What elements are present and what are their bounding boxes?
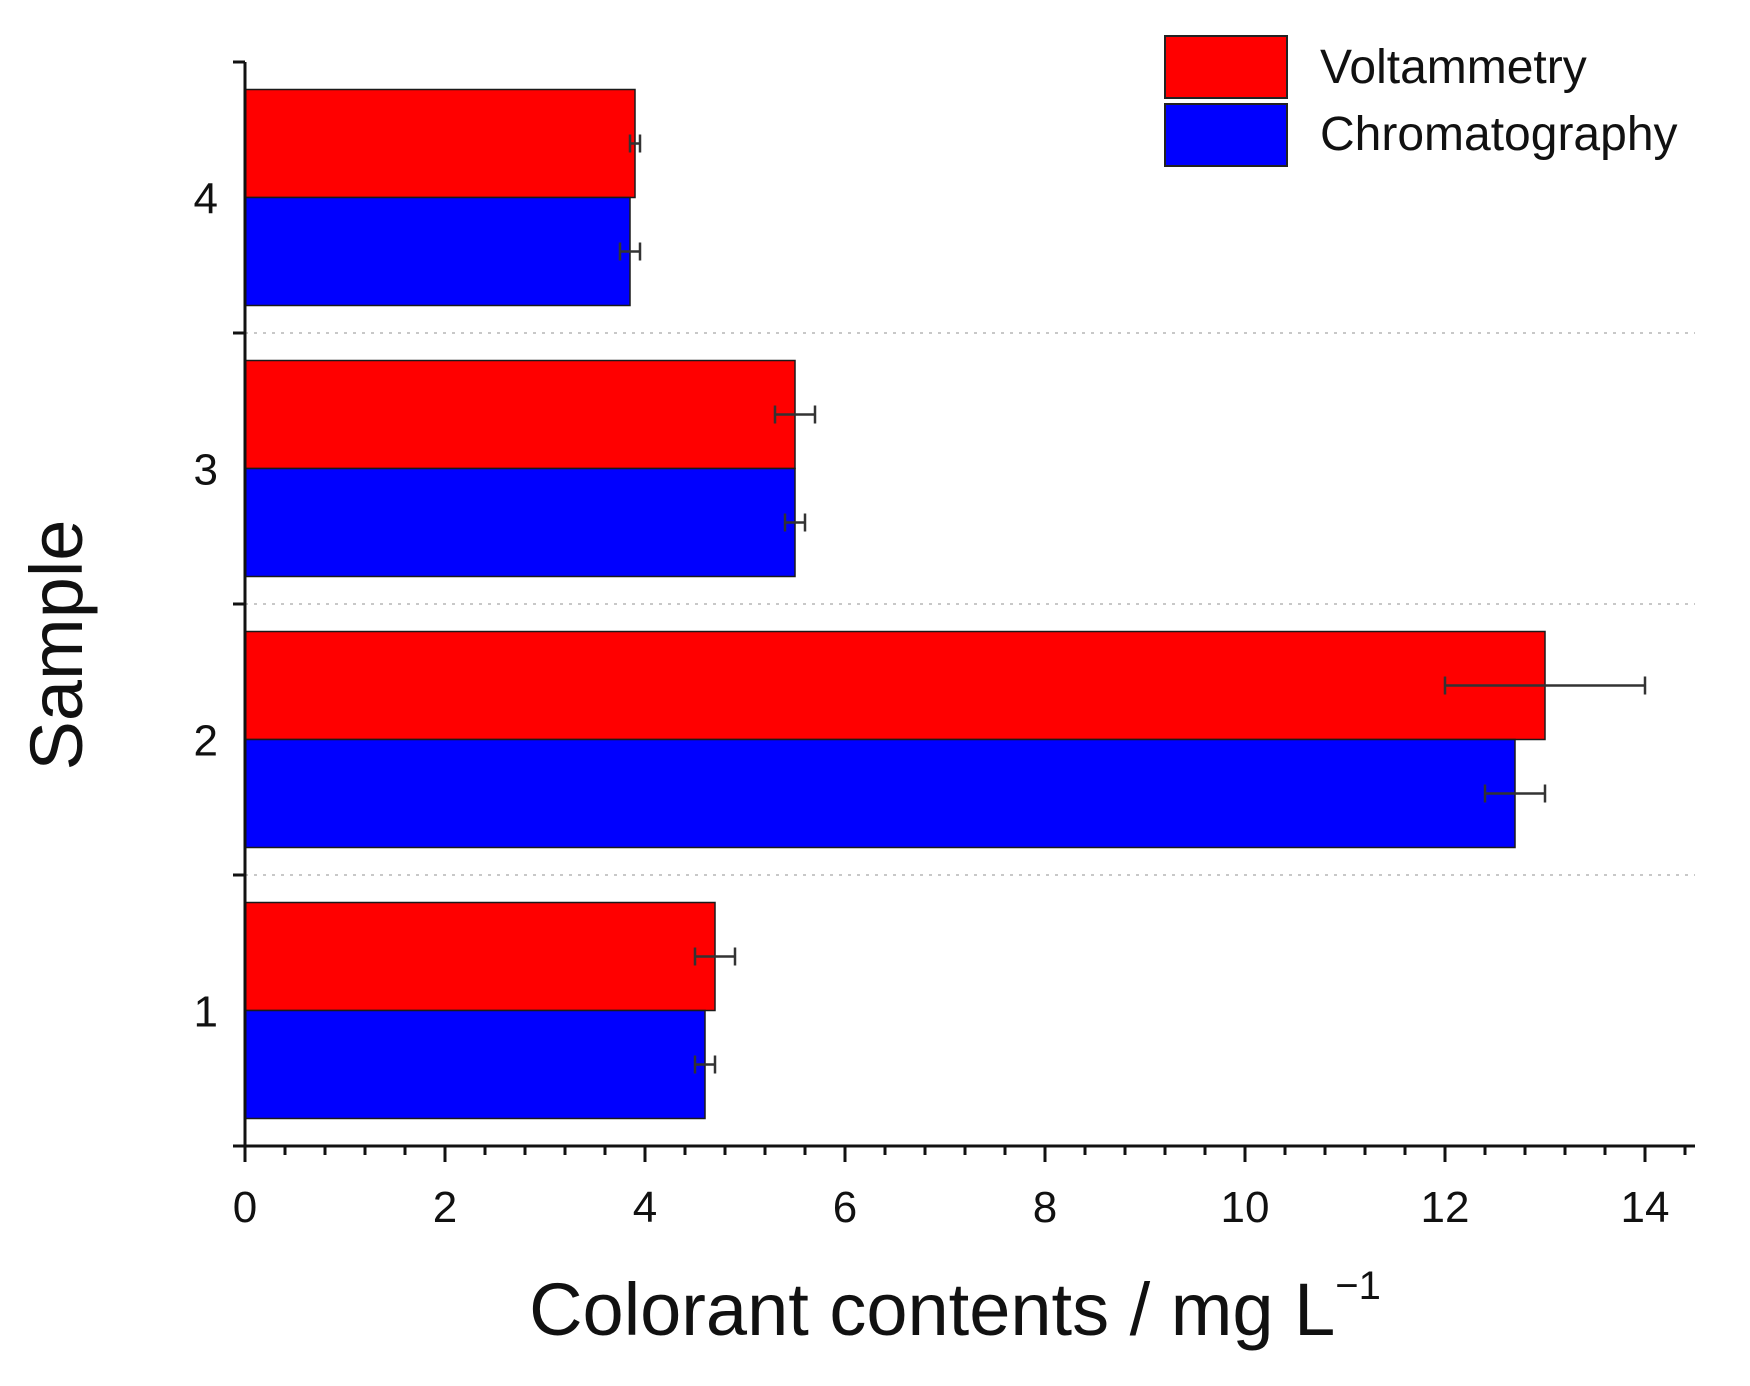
x-tick-label: 4: [633, 1183, 657, 1232]
legend-swatch-voltammetry: [1164, 35, 1288, 99]
error-bar-voltammetry-sample-4: [628, 134, 642, 153]
bar-voltammetry-sample-3: [244, 359, 796, 470]
legend-label-chromatography: Chromatography: [1320, 108, 1678, 161]
x-tick-label: 6: [833, 1183, 857, 1232]
y-tick-label: 3: [194, 446, 218, 495]
grid-lines: [245, 332, 1695, 876]
x-tick-label: 14: [1621, 1183, 1670, 1232]
error-bar-chromatography-sample-4: [618, 242, 642, 261]
error-bar-chromatography-sample-3: [783, 513, 807, 532]
error-bars: [618, 134, 1647, 1074]
bar-voltammetry-sample-1: [244, 901, 716, 1012]
x-tick-label: 2: [433, 1183, 457, 1232]
error-bar-voltammetry-sample-1: [693, 947, 737, 966]
x-tick-label: 0: [233, 1183, 257, 1232]
bar-chromatography-sample-2: [244, 738, 1516, 849]
x-tick-label: 10: [1221, 1183, 1270, 1232]
bar-chromatography-sample-3: [244, 467, 796, 578]
y-tick-label: 1: [194, 988, 218, 1037]
error-bar-voltammetry-sample-3: [773, 405, 817, 424]
bars: [244, 88, 1546, 1120]
x-axis-title: Colorant contents / mg L−1: [529, 1264, 1381, 1351]
bar-chromatography-sample-4: [244, 196, 631, 307]
error-bar-chromatography-sample-2: [1483, 784, 1547, 803]
bar-chromatography-sample-1: [244, 1009, 706, 1120]
bar-voltammetry-sample-2: [244, 630, 1546, 741]
x-tick-label: 12: [1421, 1183, 1470, 1232]
x-tick-label: 8: [1033, 1183, 1057, 1232]
x-axis-title-superscript: −1: [1335, 1264, 1381, 1308]
axes: [233, 60, 1695, 1162]
error-bar-voltammetry-sample-2: [1443, 676, 1647, 695]
bar-voltammetry-sample-4: [244, 88, 636, 199]
y-tick-label: 4: [194, 175, 218, 224]
legend: Voltammetry Chromatography: [1164, 35, 1678, 167]
y-tick-label: 2: [194, 717, 218, 766]
x-axis-title-main: Colorant contents / mg L: [529, 1268, 1335, 1351]
y-axis-title: Sample: [15, 520, 98, 771]
legend-swatch-chromatography: [1164, 103, 1288, 167]
error-bar-chromatography-sample-1: [693, 1055, 717, 1074]
legend-label-voltammetry: Voltammetry: [1320, 41, 1587, 94]
